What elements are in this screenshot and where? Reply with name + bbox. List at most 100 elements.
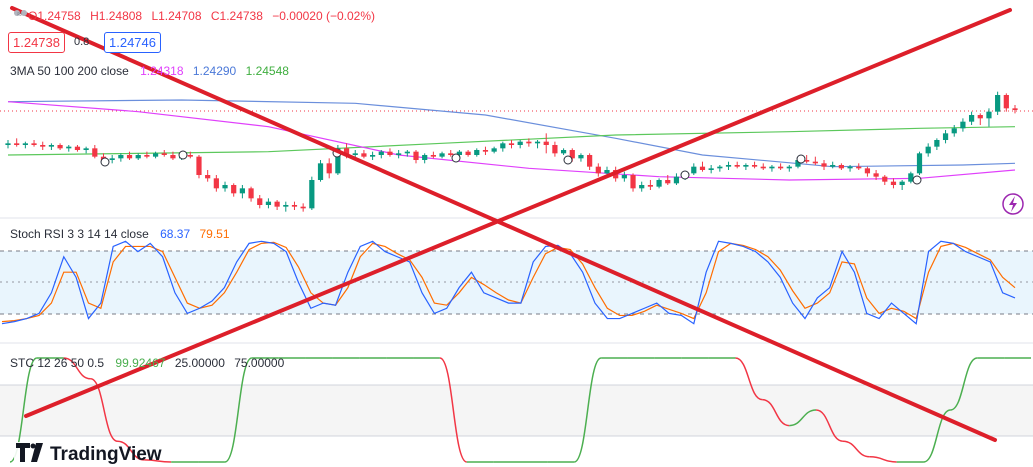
stc-segment — [842, 440, 870, 458]
candle-up — [135, 155, 141, 159]
stc-segment — [923, 409, 951, 463]
candle-down — [144, 155, 150, 157]
stc-segment — [815, 409, 844, 442]
candle-up — [995, 95, 1001, 112]
candle-down — [647, 185, 654, 187]
candle-up — [916, 153, 923, 174]
candle-up — [474, 150, 480, 155]
candle-up — [456, 151, 463, 155]
candle-down — [543, 141, 549, 145]
candle-down — [92, 148, 98, 157]
lightning-icon[interactable] — [1002, 193, 1024, 215]
stoch-k-line — [1, 240, 1016, 325]
stc-legend-label: STC 12 26 50 0.5 — [10, 356, 104, 370]
candle-up — [335, 148, 341, 174]
candle-down — [873, 173, 879, 177]
stc-segment — [869, 456, 897, 463]
ohlc-close: C1.24738 — [211, 9, 263, 23]
ma200-value: 1.24548 — [246, 64, 290, 78]
candle-down — [890, 181, 897, 185]
stoch-legend: Stoch RSI 3 3 14 14 close 68.37 79.51 — [10, 227, 230, 241]
candle-up — [317, 163, 324, 180]
candle-up — [48, 145, 55, 147]
candle-down — [361, 153, 367, 157]
signal-circle — [796, 154, 806, 164]
ma-legend: 3MA 50 100 200 close 1.24318 1.24290 1.2… — [10, 64, 289, 78]
candle-up — [795, 160, 801, 167]
candle-down — [552, 145, 558, 154]
ma100-line — [7, 99, 1016, 168]
candle-up — [517, 141, 523, 145]
candle-up — [500, 143, 506, 149]
candle-down — [751, 165, 758, 167]
signal-markers — [100, 148, 922, 185]
candle-up — [934, 140, 940, 147]
candle-down — [760, 166, 766, 169]
candle-down — [413, 151, 419, 160]
candle-up — [152, 153, 159, 157]
candle-up — [404, 151, 410, 154]
candle-down — [838, 165, 844, 169]
signal-circle — [100, 157, 110, 167]
candle-down — [274, 201, 280, 207]
candle-down — [1012, 108, 1018, 110]
candle-up — [222, 185, 228, 189]
candle-up — [639, 185, 645, 189]
ma200-line — [7, 126, 1016, 156]
candle-up — [439, 153, 445, 157]
stc-segment — [762, 398, 790, 427]
candle-up — [534, 141, 541, 144]
candle-down — [587, 155, 593, 167]
candle-up — [968, 115, 975, 122]
symbol-toggle-icon[interactable]: ≈ — [14, 9, 27, 19]
candle-down — [74, 146, 81, 150]
stc-segment — [224, 357, 253, 463]
candle-down — [343, 148, 350, 155]
candle-down — [665, 180, 671, 184]
candle-up — [22, 143, 28, 145]
red-cross-line-2[interactable] — [24, 8, 1012, 418]
stc-segment — [950, 357, 978, 411]
candle-down — [821, 163, 827, 167]
candle-down — [231, 185, 237, 194]
candle-down — [778, 166, 784, 169]
candle-down — [40, 145, 46, 147]
candle-up — [621, 175, 627, 179]
candle-up — [118, 155, 124, 159]
candle-up — [604, 170, 610, 174]
signal-circle — [563, 155, 573, 165]
buy-price-box[interactable]: 1.24746 — [104, 32, 161, 53]
ma100-value: 1.24290 — [193, 64, 237, 78]
stoch-rsi-lines — [1, 240, 1016, 325]
candle-up — [925, 146, 931, 154]
ohlc-legend: O1.24758 H1.24808 L1.24708 C1.24738 −0.0… — [28, 9, 375, 23]
candle-down — [170, 155, 176, 159]
ohlc-low: L1.24708 — [151, 9, 201, 23]
candle-up — [830, 165, 836, 167]
sell-price-box[interactable]: 1.24738 — [8, 32, 65, 53]
candle-up — [691, 166, 697, 174]
ohlc-open: O1.24758 — [28, 9, 81, 23]
candle-up — [422, 155, 428, 160]
ma-legend-label: 3MA 50 100 200 close — [10, 64, 129, 78]
candle-up — [908, 173, 914, 182]
stc-segment — [9, 357, 38, 463]
candle-up — [786, 166, 792, 169]
stc-segment — [573, 357, 602, 463]
sell-price: 1.24738 — [13, 35, 60, 50]
red-cross-line-1[interactable] — [10, 6, 997, 442]
candle-up — [708, 168, 714, 170]
candle-up — [396, 153, 402, 155]
candle-up — [656, 180, 662, 187]
candle-up — [309, 180, 315, 209]
stoch-k-value: 68.37 — [160, 227, 190, 241]
candle-down — [430, 155, 436, 157]
candle-down — [14, 143, 20, 145]
tradingview-logo: TradingView — [14, 442, 162, 465]
ma50-value: 1.24318 — [140, 64, 184, 78]
candle-down — [291, 205, 298, 207]
candle-up — [265, 201, 272, 205]
stc-segment — [789, 409, 817, 427]
candle-down — [248, 188, 254, 199]
